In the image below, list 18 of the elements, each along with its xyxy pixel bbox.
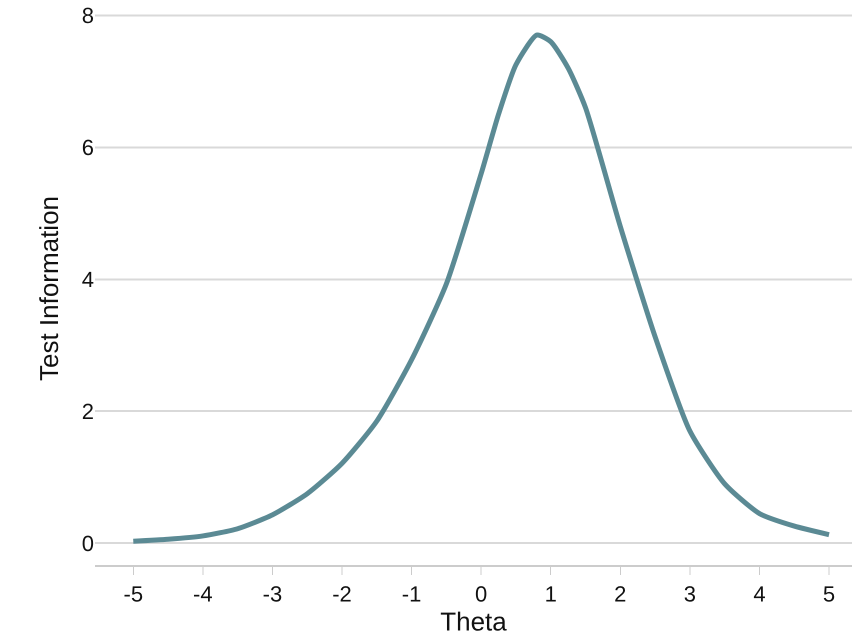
x-tick-label: -1 <box>402 581 422 606</box>
x-tick-label: -5 <box>123 581 144 606</box>
x-tick-label: 3 <box>684 581 696 606</box>
y-tick-label: 2 <box>82 398 94 424</box>
x-tick-label: -3 <box>262 581 282 606</box>
x-tick-label: -4 <box>193 581 213 606</box>
x-tick-label: 2 <box>614 581 626 606</box>
y-axis-title: Test Information <box>34 196 64 381</box>
y-tick-label: 8 <box>82 3 94 28</box>
y-tick-label: 4 <box>82 266 94 292</box>
y-tick-label: 6 <box>82 134 94 160</box>
x-tick-label: 1 <box>544 581 557 606</box>
x-tick-label: 0 <box>475 581 488 606</box>
x-tick-label: -2 <box>332 581 352 606</box>
x-tick-label: 4 <box>753 581 766 606</box>
x-axis-title: Theta <box>440 606 508 636</box>
x-tick-label: 5 <box>822 581 836 606</box>
y-tick-label: 0 <box>82 530 94 556</box>
